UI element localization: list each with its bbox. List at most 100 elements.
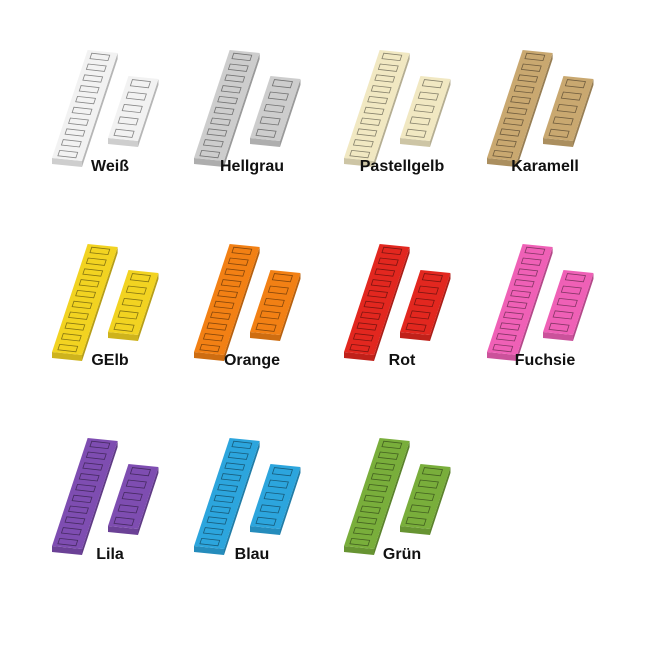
imprint-mark [377, 451, 399, 460]
imprint-mark [227, 257, 249, 266]
imprint-mark [255, 516, 277, 526]
imprint-mark [60, 139, 82, 148]
imprint-mark [231, 246, 253, 256]
imprint-mark [513, 279, 535, 288]
short-wedge [400, 76, 451, 141]
imprint-mark [564, 79, 586, 89]
imprint-mark [267, 479, 289, 489]
imprint-mark [220, 473, 242, 482]
imprint-mark [409, 310, 431, 320]
variant-label: Blau [234, 546, 270, 563]
short-wedge-side [138, 79, 159, 147]
variant-8[interactable]: Fuchsie [465, 204, 625, 398]
imprint-mark [78, 85, 100, 94]
imprint-mark [267, 285, 289, 295]
short-wedge [108, 76, 159, 141]
short-wedge-side [573, 79, 594, 147]
short-wedge-side [280, 467, 301, 535]
imprint-mark [206, 322, 228, 331]
imprint-mark [524, 246, 546, 256]
imprint-mark [517, 74, 539, 83]
imprint-mark [524, 52, 546, 62]
imprint-mark [556, 103, 578, 114]
imprint-mark [263, 491, 285, 502]
imprint-mark [117, 116, 139, 126]
short-wedge-side [138, 273, 159, 341]
imprint-mark [349, 537, 371, 547]
imprint-mark [57, 149, 79, 159]
short-wedge [250, 270, 301, 335]
variant-11[interactable]: Grün [322, 398, 482, 592]
imprint-mark [495, 333, 517, 342]
imprint-mark [113, 128, 135, 138]
long-wedge [52, 438, 118, 549]
imprint-mark [352, 139, 374, 148]
variant-6[interactable]: Orange [172, 204, 332, 398]
imprint-mark [75, 483, 97, 493]
long-wedge [344, 438, 410, 549]
long-wedge-side [82, 441, 118, 555]
imprint-mark [113, 322, 135, 332]
imprint-mark [202, 527, 224, 536]
imprint-mark [381, 246, 403, 256]
imprint-mark [259, 504, 281, 514]
imprint-mark [255, 322, 277, 332]
imprint-mark [405, 128, 427, 138]
imprint-mark [560, 91, 582, 101]
variant-2[interactable]: Hellgrau [172, 10, 332, 204]
short-wedge [543, 76, 594, 141]
imprint-mark [78, 279, 100, 288]
imprint-mark [548, 322, 570, 332]
imprint-mark [75, 289, 97, 299]
imprint-mark [68, 311, 89, 320]
variant-3[interactable]: Pastellgelb [322, 10, 482, 204]
variant-label: GElb [91, 352, 129, 369]
imprint-mark [520, 257, 542, 266]
variant-label: Rot [388, 352, 416, 369]
imprint-mark [417, 479, 439, 489]
imprint-mark [85, 63, 107, 72]
long-wedge-side [374, 441, 410, 555]
imprint-mark [492, 149, 514, 159]
imprint-mark [421, 79, 443, 89]
imprint-mark [224, 74, 246, 83]
imprint-mark [255, 128, 277, 138]
short-wedge-side [138, 467, 159, 535]
long-wedge [487, 244, 553, 355]
variant-9[interactable]: Lila [30, 398, 190, 592]
variant-label: Pastellgelb [359, 158, 445, 175]
short-wedge [400, 464, 451, 529]
imprint-mark [220, 279, 242, 288]
short-wedge [250, 76, 301, 141]
imprint-mark [75, 95, 97, 105]
imprint-mark [89, 440, 111, 450]
imprint-mark [510, 289, 532, 299]
imprint-mark [121, 491, 143, 502]
imprint-mark [413, 103, 435, 114]
imprint-mark [377, 257, 399, 266]
product-image [194, 50, 301, 167]
imprint-mark [367, 289, 389, 299]
variant-5[interactable]: GElb [30, 204, 190, 398]
variant-10[interactable]: Blau [172, 398, 332, 592]
product-image [344, 438, 451, 555]
imprint-mark [202, 333, 224, 342]
long-wedge-side [517, 53, 553, 167]
imprint-mark [370, 473, 392, 482]
long-wedge [344, 50, 410, 161]
variant-1[interactable]: Weiß [30, 10, 190, 204]
variant-4[interactable]: Karamell [465, 10, 625, 204]
variant-7[interactable]: Rot [322, 204, 482, 398]
imprint-mark [421, 273, 443, 283]
imprint-mark [125, 285, 147, 295]
short-wedge-side [573, 273, 594, 341]
imprint-mark [374, 74, 396, 83]
imprint-mark [360, 117, 381, 126]
product-image [487, 50, 594, 167]
imprint-mark [405, 516, 427, 526]
imprint-mark [499, 128, 521, 137]
imprint-mark [377, 63, 399, 72]
imprint-mark [356, 516, 378, 525]
long-wedge [194, 244, 260, 355]
imprint-mark [367, 483, 389, 493]
